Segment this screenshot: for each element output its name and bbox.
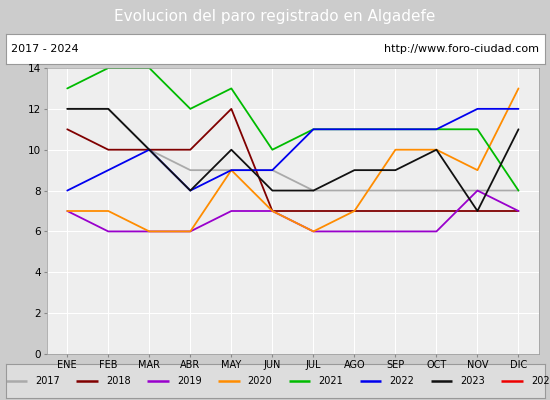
- Text: 2018: 2018: [106, 376, 130, 386]
- Text: 2021: 2021: [318, 376, 343, 386]
- Text: 2024: 2024: [531, 376, 550, 386]
- Text: 2019: 2019: [177, 376, 201, 386]
- Text: 2020: 2020: [248, 376, 272, 386]
- Text: 2017: 2017: [35, 376, 60, 386]
- Text: 2022: 2022: [389, 376, 414, 386]
- Text: http://www.foro-ciudad.com: http://www.foro-ciudad.com: [384, 44, 539, 54]
- Text: 2023: 2023: [460, 376, 485, 386]
- Text: Evolucion del paro registrado en Algadefe: Evolucion del paro registrado en Algadef…: [114, 10, 436, 24]
- Text: 2017 - 2024: 2017 - 2024: [11, 44, 79, 54]
